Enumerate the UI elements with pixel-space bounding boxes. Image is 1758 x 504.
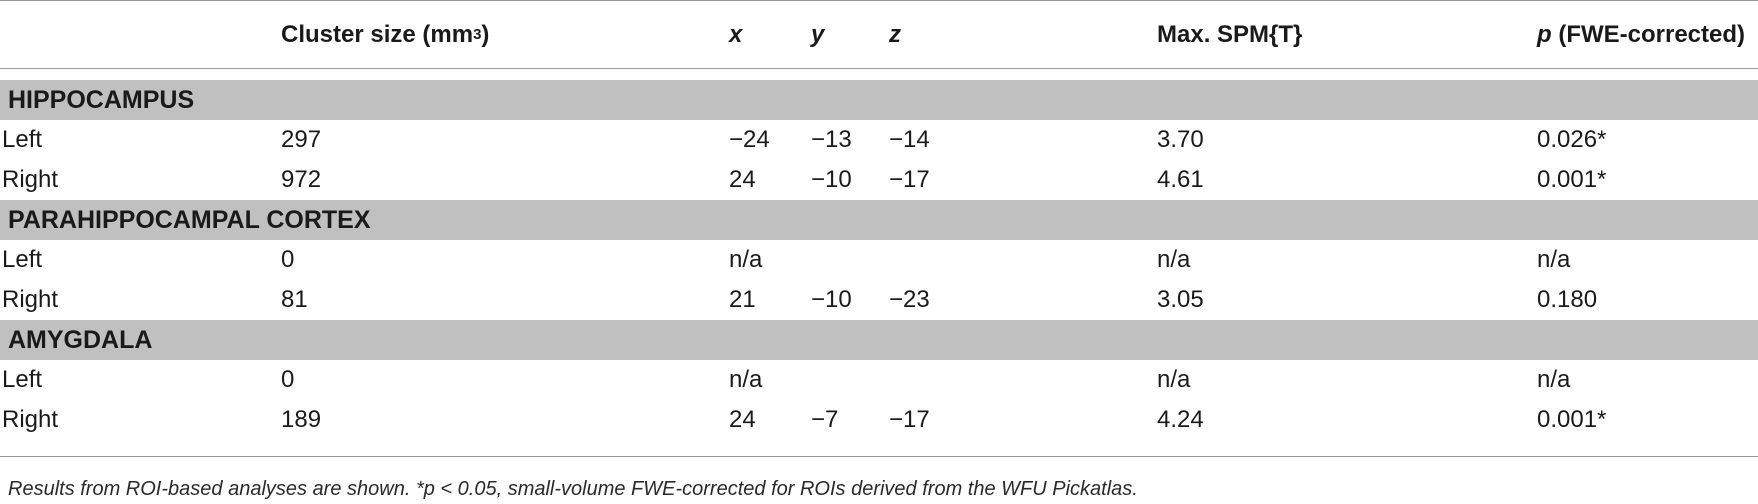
z-cell: −17 (889, 166, 930, 193)
x-cell: 21 (729, 286, 756, 313)
max-spm-cell: 3.70 (1157, 126, 1204, 153)
section-header-parahippocampal-cortex: PARAHIPPOCAMPAL CORTEX (0, 200, 1758, 240)
y-cell: −10 (811, 166, 852, 193)
header-y: y (811, 21, 825, 48)
max-spm-cell: 4.61 (1157, 166, 1204, 193)
table-row: Right 189 24 −7 −17 4.24 0.001* (0, 400, 1758, 440)
header-z: z (889, 21, 901, 48)
y-cell: −7 (811, 406, 839, 433)
header-cluster-size: Cluster size (mm 3) (281, 21, 490, 48)
row-label: Right (2, 286, 59, 313)
header-bottom-rule (0, 68, 1758, 69)
cluster-size-cell: 0 (281, 246, 295, 273)
table-row: Left 297 −24 −13 −14 3.70 0.026* (0, 120, 1758, 160)
table-footnote: Results from ROI-based analyses are show… (8, 478, 1138, 500)
row-label: Left (2, 246, 43, 273)
section-title: PARAHIPPOCAMPAL CORTEX (8, 205, 371, 234)
cluster-size-cell: 0 (281, 366, 295, 393)
table-top-rule (0, 0, 1758, 1)
section-header-hippocampus: HIPPOCAMPUS (0, 80, 1758, 120)
section-header-amygdala: AMYGDALA (0, 320, 1758, 360)
cluster-size-cell: 189 (281, 406, 322, 433)
header-x: x (729, 21, 743, 48)
max-spm-cell: n/a (1157, 366, 1191, 393)
row-label: Left (2, 126, 43, 153)
y-cell: −13 (811, 126, 852, 153)
row-label: Right (2, 406, 59, 433)
x-cell: n/a (729, 246, 763, 273)
p-value-cell: 0.001* (1537, 166, 1607, 193)
x-cell: 24 (729, 406, 756, 433)
x-cell: n/a (729, 366, 763, 393)
cluster-size-cell: 297 (281, 126, 322, 153)
table-bottom-rule (0, 456, 1758, 457)
x-cell: 24 (729, 166, 756, 193)
row-label: Right (2, 166, 59, 193)
max-spm-cell: n/a (1157, 246, 1191, 273)
p-value-cell: 0.180 (1537, 286, 1598, 313)
table-header-row: Cluster size (mm 3) x y z Max. SPM{T} p (… (0, 12, 1758, 58)
p-value-cell: n/a (1537, 246, 1571, 273)
cluster-size-cell: 81 (281, 286, 308, 313)
row-label: Left (2, 366, 43, 393)
y-cell: −10 (811, 286, 852, 313)
header-p-value: p (FWE-corrected) (1537, 21, 1746, 48)
section-title: HIPPOCAMPUS (8, 85, 195, 114)
table-row: Right 81 21 −10 −23 3.05 0.180 (0, 280, 1758, 320)
table-row: Left 0 n/a n/a n/a (0, 360, 1758, 400)
p-value-cell: 0.026* (1537, 126, 1607, 153)
cluster-size-cell: 972 (281, 166, 322, 193)
table-row: Right 972 24 −10 −17 4.61 0.001* (0, 160, 1758, 200)
p-value-cell: 0.001* (1537, 406, 1607, 433)
z-cell: −14 (889, 126, 930, 153)
z-cell: −17 (889, 406, 930, 433)
header-max-spm: Max. SPM{T} (1157, 21, 1303, 48)
p-value-cell: n/a (1537, 366, 1571, 393)
x-cell: −24 (729, 126, 770, 153)
table-row: Left 0 n/a n/a n/a (0, 240, 1758, 280)
max-spm-cell: 3.05 (1157, 286, 1204, 313)
max-spm-cell: 4.24 (1157, 406, 1204, 433)
z-cell: −23 (889, 286, 930, 313)
section-title: AMYGDALA (8, 325, 153, 354)
